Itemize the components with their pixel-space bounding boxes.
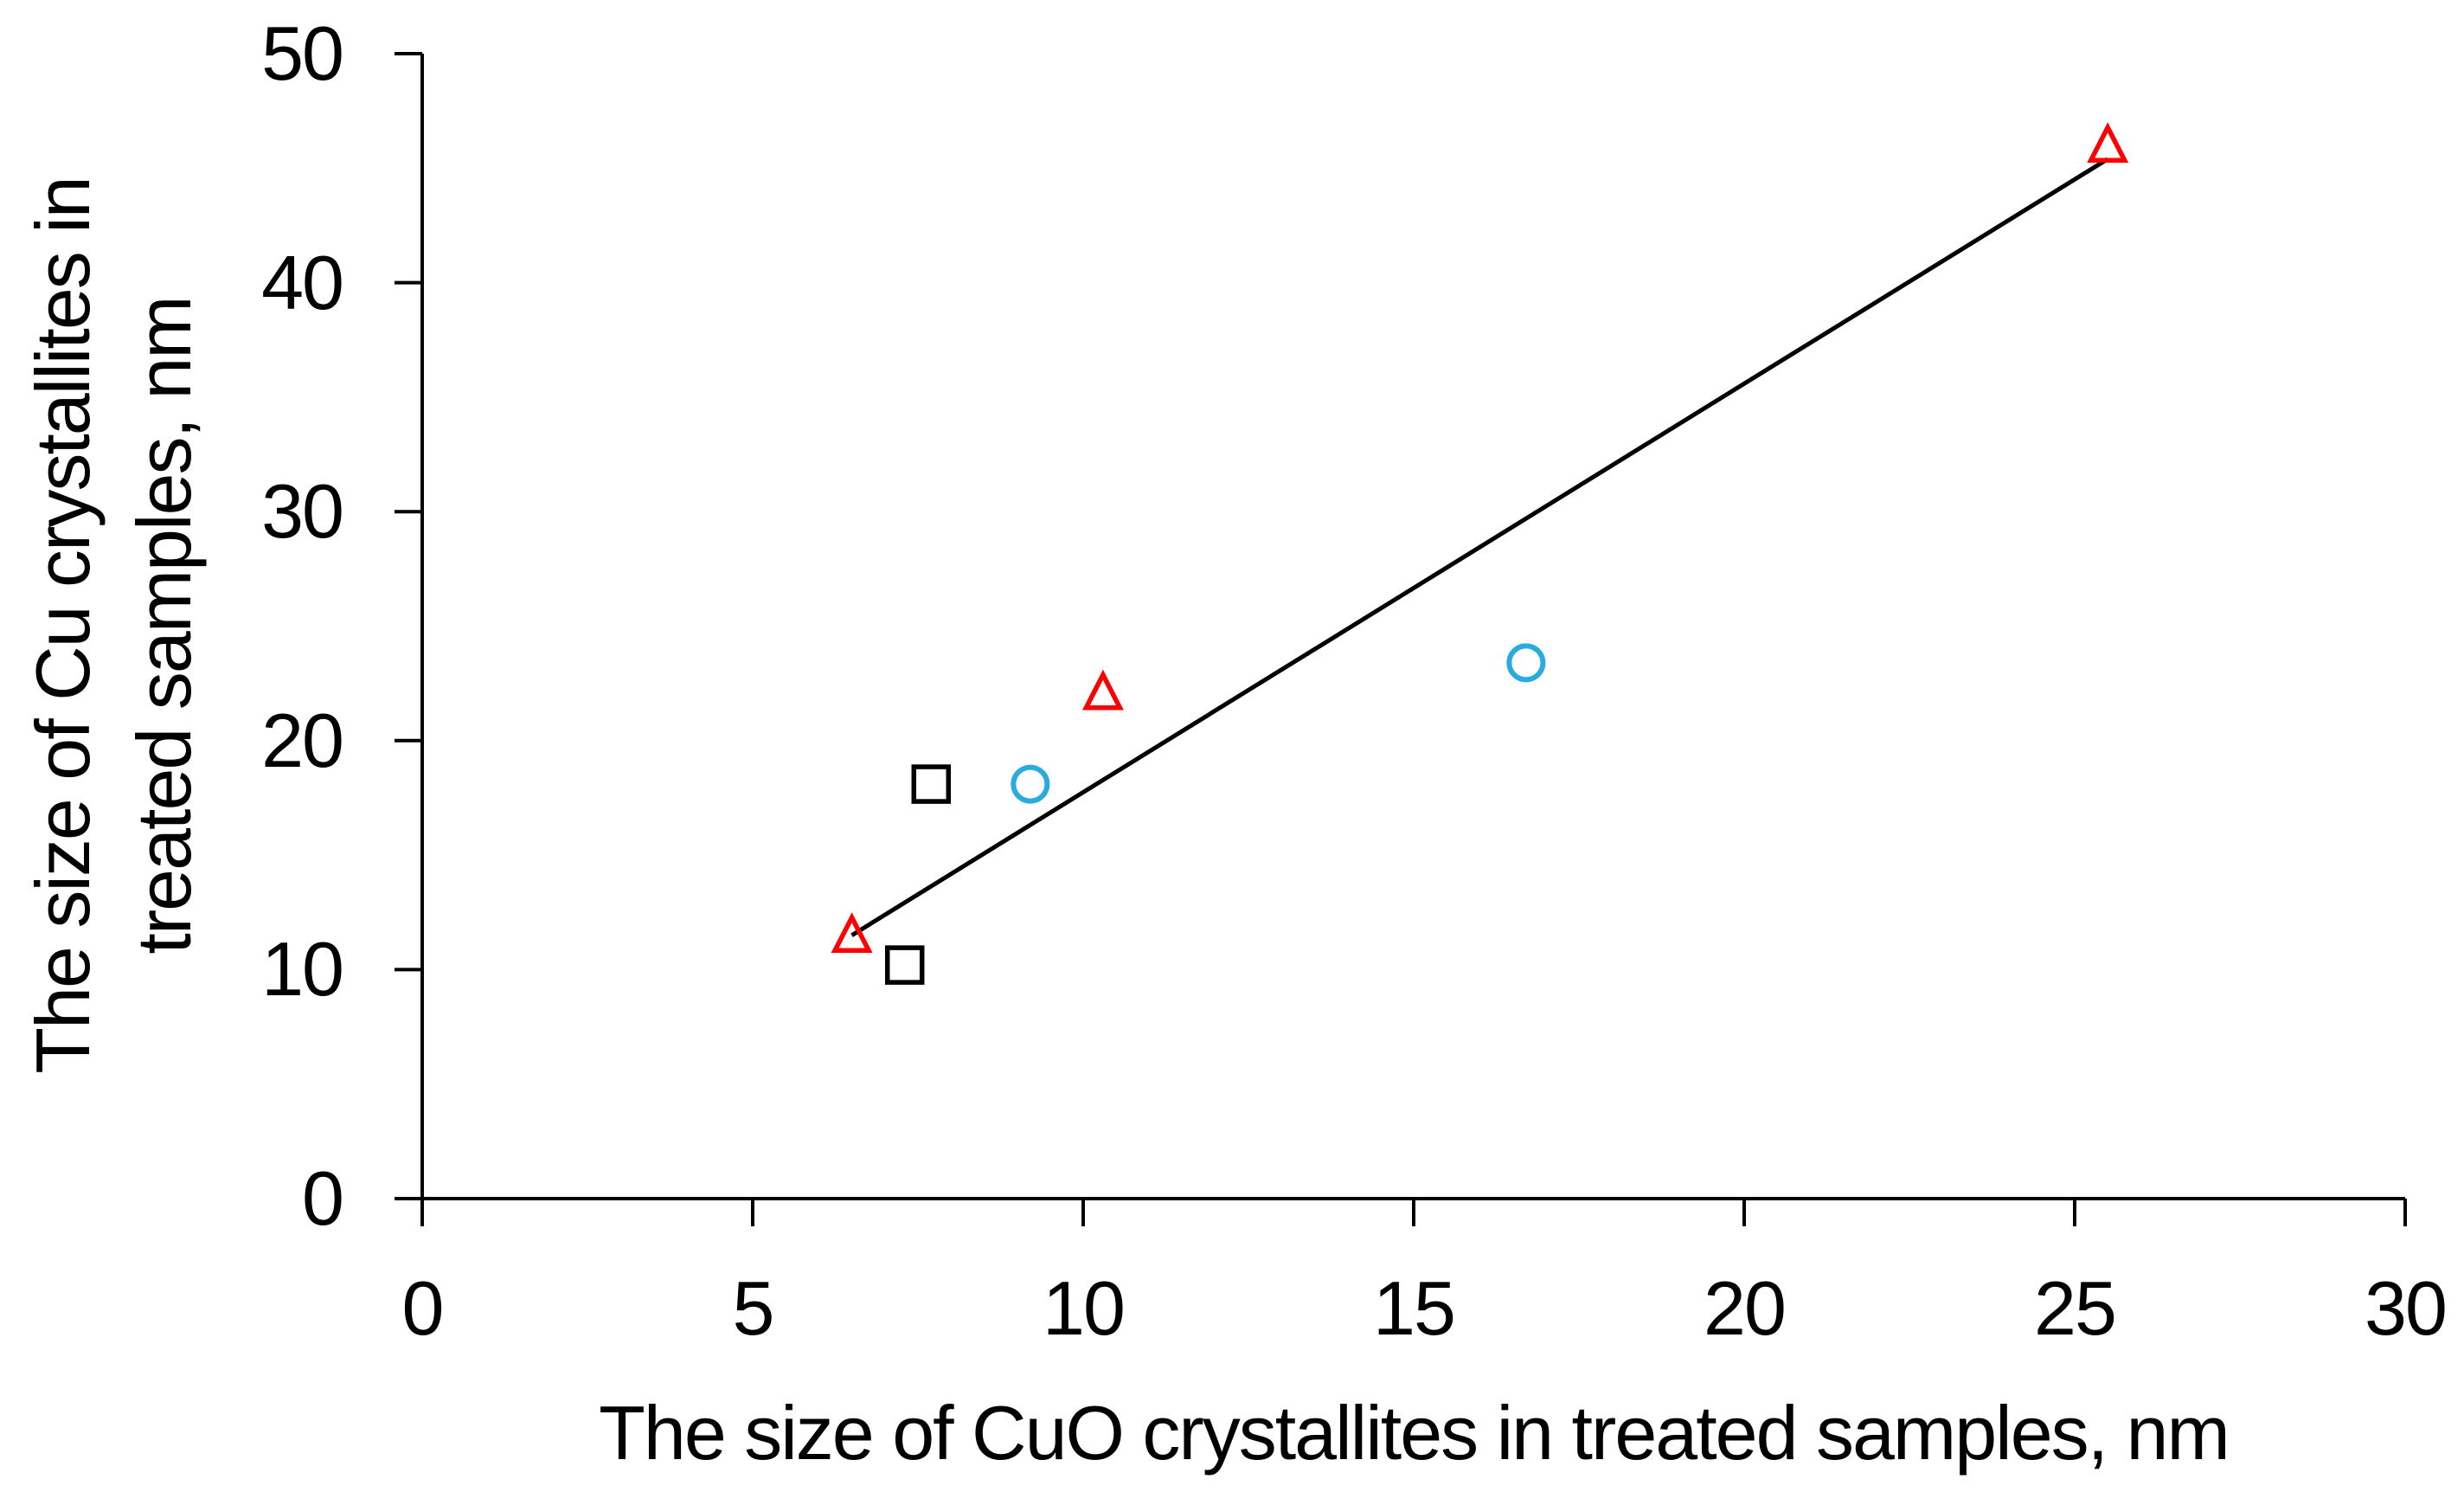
x-tick-label: 25 xyxy=(2034,1265,2117,1351)
y-axis-title-line1: The size of Cu crystallites in xyxy=(20,177,106,1074)
y-tick-label: 10 xyxy=(261,926,344,1012)
square-marker xyxy=(911,764,952,804)
x-tick-label: 5 xyxy=(732,1265,775,1351)
y-tick-label: 50 xyxy=(261,10,344,96)
x-tick-label: 15 xyxy=(1373,1265,1456,1351)
circle-marker xyxy=(1011,764,1050,804)
x-tick-label: 10 xyxy=(1043,1265,1126,1351)
triangle-marker xyxy=(831,912,873,953)
triangle-marker xyxy=(1081,669,1124,711)
y-tick-label: 20 xyxy=(261,698,344,783)
circle-marker xyxy=(1506,643,1546,683)
square-marker xyxy=(884,945,925,985)
y-tick-label: 30 xyxy=(261,468,344,554)
x-tick-label: 20 xyxy=(1704,1265,1787,1351)
y-tick-label: 40 xyxy=(261,240,344,325)
triangle-marker xyxy=(2087,122,2129,164)
y-axis-title-line2: treated samples, nm xyxy=(121,297,207,955)
x-tick-label: 0 xyxy=(401,1265,445,1351)
x-tick-label: 30 xyxy=(2365,1265,2448,1351)
y-tick-label: 0 xyxy=(302,1155,344,1241)
trend-line xyxy=(850,157,2109,937)
x-axis-title: The size of CuO crystallites in treated … xyxy=(599,1390,2230,1476)
y-axis-title: The size of Cu crystallites in treated s… xyxy=(12,20,215,1232)
